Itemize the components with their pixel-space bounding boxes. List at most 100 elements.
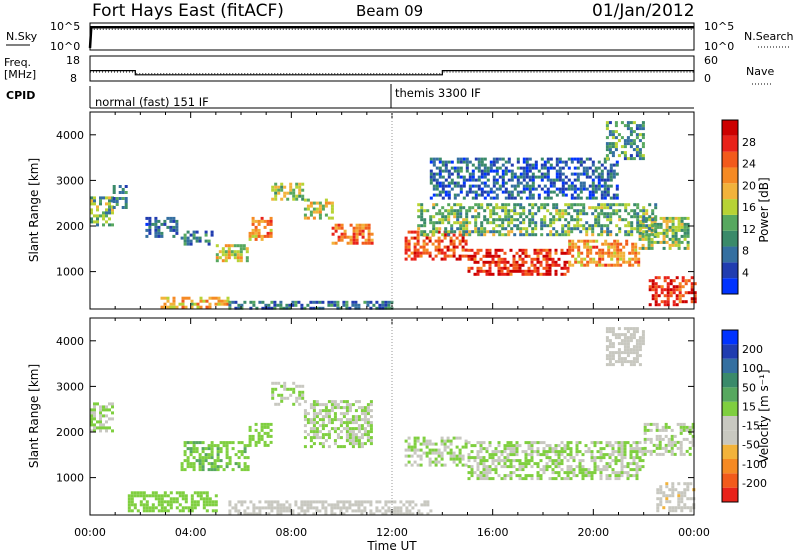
velocity-cell — [312, 400, 316, 404]
velocity-cell — [691, 428, 695, 432]
power-cell — [636, 227, 640, 231]
power-cell — [464, 248, 468, 252]
power-cell — [522, 175, 526, 179]
power-cell — [619, 251, 623, 255]
velocity-cell — [566, 459, 570, 463]
velocity-cell — [303, 436, 307, 440]
power-cell — [420, 209, 424, 213]
power-cell — [461, 236, 465, 240]
power-cell — [595, 263, 599, 267]
velocity-cell — [599, 456, 603, 460]
power-cell — [486, 166, 490, 170]
power-cell — [588, 175, 592, 179]
power-cell — [260, 234, 264, 238]
power-cell — [501, 224, 505, 228]
velocity-cell — [270, 509, 274, 513]
velocity-cell — [315, 506, 319, 510]
velocity-cell — [494, 465, 498, 469]
power-cell — [605, 127, 609, 131]
velocity-cell — [605, 345, 609, 349]
power-cell — [509, 263, 513, 267]
power-cell — [678, 300, 682, 304]
velocity-cell — [327, 503, 331, 507]
velocity-cell — [148, 506, 152, 510]
velocity-cell — [422, 451, 426, 455]
power-cell — [666, 300, 670, 304]
velocity-cell — [620, 447, 624, 451]
velocity-cell — [407, 448, 411, 452]
velocity-cell — [324, 506, 328, 510]
power-cell — [367, 223, 371, 227]
power-cell — [480, 227, 484, 231]
power-cell — [574, 260, 578, 264]
power-cell — [601, 254, 605, 258]
velocity-cell — [614, 450, 618, 454]
power-cell — [419, 254, 423, 258]
velocity-cell — [581, 453, 585, 457]
velocity-cell — [375, 500, 379, 504]
power-cell — [600, 190, 604, 194]
power-cell — [600, 169, 604, 173]
power-cell — [555, 160, 559, 164]
power-cell — [488, 248, 492, 252]
power-cell — [93, 214, 96, 218]
power-cell — [521, 248, 525, 252]
velocity-cell — [569, 465, 573, 469]
power-cell — [413, 251, 417, 255]
power-cell — [422, 251, 426, 255]
power-cell — [504, 190, 508, 194]
velocity-cell — [315, 427, 319, 431]
power-cell — [483, 175, 487, 179]
power-cell — [524, 272, 528, 276]
velocity-cell — [482, 465, 486, 469]
power-cell — [303, 207, 307, 211]
power-cell — [498, 187, 502, 191]
velocity-cell — [491, 456, 495, 460]
velocity-cell — [506, 474, 510, 478]
velocity-cell — [309, 406, 313, 410]
velocity-cell — [306, 418, 310, 422]
velocity-cell — [656, 503, 660, 507]
velocity-colorbar-tick: 15 — [742, 400, 756, 413]
power-cell — [474, 166, 478, 170]
velocity-cell — [351, 436, 355, 440]
velocity-cell — [452, 436, 456, 440]
velocity-cell — [102, 426, 105, 430]
power-cell — [674, 240, 678, 244]
velocity-cell — [542, 468, 546, 472]
power-cell — [497, 266, 501, 270]
power-cell — [651, 282, 655, 286]
power-cell — [656, 222, 660, 226]
velocity-cell — [665, 485, 669, 489]
power-cell — [208, 296, 212, 300]
velocity-cell — [351, 415, 355, 419]
power-cell — [528, 169, 532, 173]
power-cell — [195, 230, 199, 234]
power-cell — [536, 254, 540, 258]
velocity-cell — [303, 415, 307, 419]
velocity-cell — [324, 406, 328, 410]
velocity-cell — [366, 500, 370, 504]
power-cell — [420, 233, 424, 237]
velocity-cell — [679, 443, 683, 447]
power-cell — [610, 254, 614, 258]
power-cell — [618, 227, 622, 231]
power-cell — [548, 254, 552, 258]
velocity-cell — [683, 503, 687, 507]
velocity-cell — [211, 503, 215, 507]
power-cell — [483, 230, 487, 234]
power-cell — [288, 303, 292, 307]
velocity-cell — [183, 444, 187, 448]
power-cell — [669, 291, 673, 295]
power-cell — [662, 234, 666, 238]
velocity-cell — [422, 436, 426, 440]
power-cell — [312, 210, 316, 214]
power-cell — [488, 251, 492, 255]
velocity-cell — [671, 494, 675, 498]
power-cell — [607, 248, 611, 252]
power-cell — [525, 166, 529, 170]
power-cell — [622, 251, 626, 255]
power-cell — [534, 163, 538, 167]
velocity-cell — [269, 428, 273, 432]
power-cell — [563, 272, 567, 276]
